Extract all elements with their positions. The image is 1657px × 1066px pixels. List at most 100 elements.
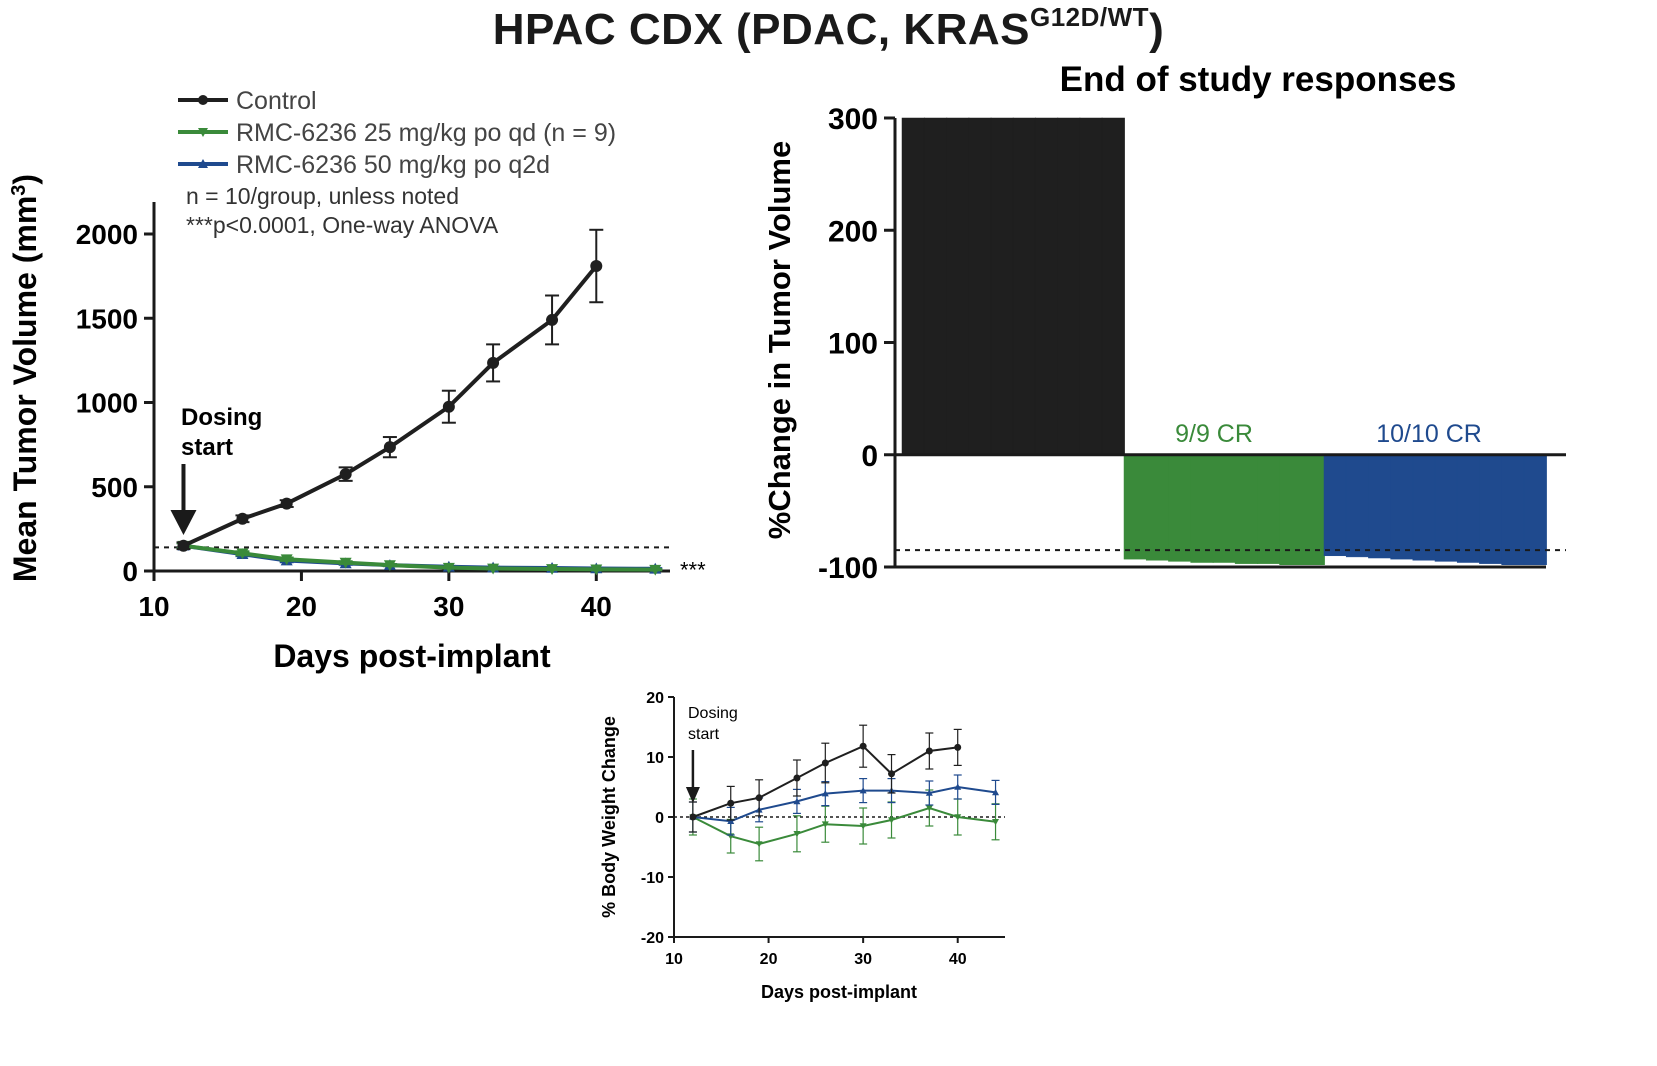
data-point bbox=[487, 356, 500, 369]
waterfall-bar bbox=[946, 117, 970, 455]
waterfall-bar bbox=[1301, 454, 1325, 566]
waterfall-bar bbox=[990, 117, 1014, 455]
x-tick-label: 30 bbox=[433, 591, 464, 622]
dosing-label: start bbox=[181, 434, 233, 461]
figure-title-close: ) bbox=[1149, 5, 1165, 54]
data-point bbox=[793, 774, 801, 782]
data-point bbox=[954, 743, 962, 751]
x-tick-label: 10 bbox=[665, 951, 683, 968]
data-point bbox=[590, 260, 603, 273]
data-point bbox=[442, 400, 455, 413]
waterfall-bar bbox=[901, 117, 926, 455]
x-tick-label: 10 bbox=[138, 591, 169, 622]
data-point bbox=[280, 497, 293, 510]
series-group bbox=[688, 789, 1000, 862]
data-point bbox=[859, 787, 867, 794]
chart-title: End of study responses bbox=[1060, 60, 1457, 99]
data-point bbox=[888, 770, 896, 778]
data-point bbox=[821, 759, 829, 767]
data-point bbox=[442, 562, 455, 574]
waterfall-bar bbox=[1190, 454, 1214, 563]
data-point bbox=[755, 841, 763, 848]
dosing-arrow-head bbox=[685, 787, 700, 803]
y-tick-label: 300 bbox=[828, 103, 878, 136]
series-group bbox=[688, 724, 962, 833]
waterfall-bar bbox=[1523, 454, 1547, 566]
y-tick-label: -100 bbox=[818, 552, 878, 585]
data-point bbox=[755, 794, 763, 802]
data-point bbox=[821, 821, 829, 828]
data-point bbox=[487, 563, 500, 575]
series-group bbox=[176, 540, 663, 576]
y-tick-label: -20 bbox=[641, 930, 664, 947]
y-axis-label: % Body Weight Change bbox=[599, 716, 619, 918]
significance-label: *** bbox=[680, 558, 706, 583]
waterfall-bar bbox=[1456, 454, 1481, 563]
x-axis-label: Days post-implant bbox=[273, 638, 551, 674]
data-point bbox=[689, 813, 697, 821]
legend-label: Control bbox=[236, 87, 317, 115]
data-point bbox=[954, 783, 962, 790]
data-point bbox=[727, 817, 735, 824]
data-point bbox=[383, 560, 396, 572]
waterfall-bar bbox=[1034, 117, 1059, 455]
waterfall-bar bbox=[1323, 454, 1348, 557]
waterfall-bar bbox=[923, 117, 948, 455]
series-line bbox=[692, 806, 996, 846]
data-point bbox=[821, 790, 829, 797]
waterfall-bar bbox=[1501, 454, 1525, 566]
y-tick-label: -10 bbox=[641, 870, 664, 887]
annotation-note: n = 10/group, unless noted bbox=[186, 183, 459, 209]
y-axis-label: %Change in Tumor Volume bbox=[762, 141, 797, 539]
x-tick-label: 20 bbox=[760, 951, 778, 968]
waterfall-bar bbox=[1279, 454, 1303, 566]
data-point bbox=[590, 564, 603, 576]
dosing-arrow-head bbox=[170, 510, 197, 535]
waterfall-bar bbox=[1412, 454, 1436, 561]
x-tick-label: 40 bbox=[581, 591, 612, 622]
series-group bbox=[176, 228, 604, 552]
x-tick-label: 20 bbox=[286, 591, 317, 622]
y-tick-label: 0 bbox=[122, 556, 138, 587]
waterfall-bar bbox=[968, 117, 992, 455]
annotation-note: ***p<0.0001, One-way ANOVA bbox=[186, 212, 499, 238]
x-tick-label: 30 bbox=[854, 951, 872, 968]
data-point bbox=[925, 747, 933, 755]
figure-title: HPAC CDX (PDAC, KRASG12D/WT) bbox=[0, 2, 1657, 55]
waterfall-bar bbox=[1057, 117, 1081, 455]
y-tick-label: 2000 bbox=[76, 219, 138, 250]
y-tick-label: 100 bbox=[828, 328, 878, 361]
legend-swatch-marker bbox=[198, 128, 208, 137]
waterfall-bar bbox=[1079, 117, 1103, 455]
data-point bbox=[954, 814, 962, 821]
waterfall-bar bbox=[1434, 454, 1459, 562]
waterfall-bar bbox=[1145, 454, 1170, 561]
waterfall-bar bbox=[1168, 454, 1192, 562]
y-tick-label: 500 bbox=[91, 472, 138, 503]
data-point bbox=[793, 831, 801, 838]
data-point bbox=[793, 797, 801, 805]
response-label: 9/9 CR bbox=[1175, 420, 1253, 448]
data-point bbox=[177, 539, 190, 552]
data-point bbox=[383, 441, 396, 454]
data-point bbox=[649, 564, 662, 576]
data-point bbox=[546, 313, 559, 326]
waterfall-bar bbox=[1012, 117, 1037, 455]
waterfall-chart: End of study responses -100 0 100 200 300 %Cha… bbox=[762, 60, 1566, 585]
response-label: 10/10 CR bbox=[1376, 420, 1482, 448]
waterfall-bar bbox=[1123, 454, 1148, 560]
legend-swatch-marker bbox=[198, 95, 208, 105]
body-weight-chart: -20 -10 0 10 20 10 20 30 40 Days post-implant % Bo… bbox=[599, 690, 1005, 1002]
waterfall-bar bbox=[1257, 454, 1281, 564]
y-tick-label: 0 bbox=[861, 440, 878, 473]
data-point bbox=[859, 742, 867, 750]
series-line bbox=[692, 785, 996, 823]
y-tick-label: 20 bbox=[646, 690, 664, 707]
x-tick-label: 40 bbox=[949, 951, 967, 968]
data-point bbox=[236, 548, 249, 560]
data-point bbox=[888, 817, 896, 824]
data-point bbox=[992, 819, 1000, 826]
waterfall-bar bbox=[1101, 117, 1125, 455]
dosing-label: start bbox=[688, 726, 720, 743]
